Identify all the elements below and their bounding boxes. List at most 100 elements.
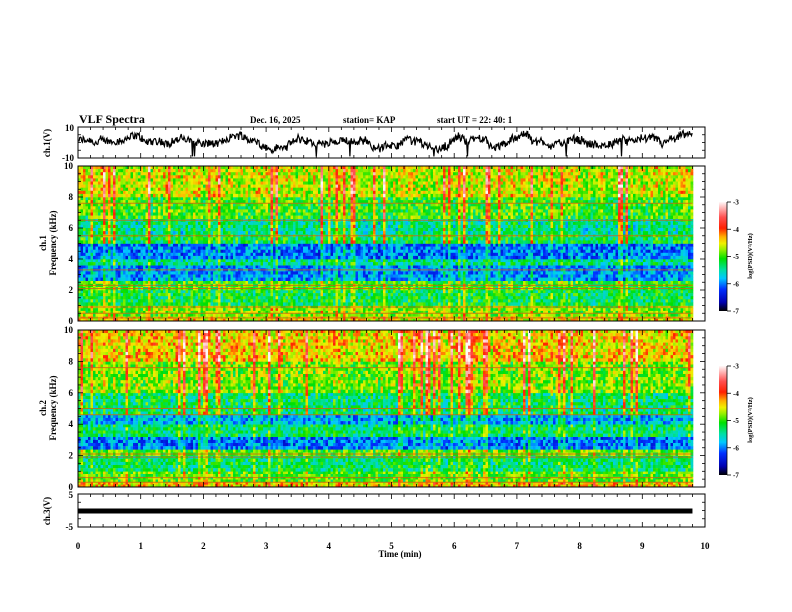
- spectrogram-cell: [366, 314, 369, 317]
- spectrogram-cell: [658, 296, 661, 299]
- spectrogram-cell: [358, 265, 361, 268]
- spectrogram-cell: [503, 278, 506, 281]
- spectrogram-cell: [181, 275, 184, 278]
- spectrogram-cell: [506, 296, 509, 299]
- spectrogram-cell: [418, 308, 421, 311]
- spectrogram-cell: [451, 299, 454, 302]
- spectrogram-cell: [246, 259, 249, 262]
- spectrogram-cell: [293, 308, 296, 311]
- spectrogram-cell: [298, 293, 301, 296]
- spectrogram-cell: [433, 299, 436, 302]
- spectrogram-cell: [271, 281, 274, 284]
- spectrogram-cell: [286, 293, 289, 296]
- spectrogram-cell: [371, 271, 374, 274]
- spectrogram-cell: [461, 271, 464, 274]
- spectrogram-cell: [371, 302, 374, 305]
- spectrogram-cell: [308, 271, 311, 274]
- spectrogram-cell: [553, 299, 556, 302]
- spectrogram-cell: [691, 290, 694, 293]
- spectrogram-cell: [528, 265, 531, 268]
- spectrogram-cell: [623, 302, 626, 305]
- spectrogram-cell: [358, 290, 361, 293]
- spectrogram-cell: [106, 275, 109, 278]
- spectrogram-cell: [198, 271, 201, 274]
- spectrogram-cell: [336, 281, 339, 284]
- spectrogram-cell: [201, 296, 204, 299]
- spectrogram-cell: [461, 265, 464, 268]
- spectrogram-cell: [411, 281, 414, 284]
- spectrogram-cell: [263, 259, 266, 262]
- spectrogram-cell: [388, 314, 391, 317]
- spectrogram-cell: [463, 302, 466, 305]
- spectrogram-cell: [426, 296, 429, 299]
- spectrogram-cell: [618, 275, 621, 278]
- spectrogram-cell: [616, 271, 619, 274]
- spectrogram-cell: [648, 275, 651, 278]
- spectrogram-cell: [456, 271, 459, 274]
- spectrogram-cell: [561, 299, 564, 302]
- spectrogram-cell: [388, 265, 391, 268]
- spectrogram-cell: [661, 281, 664, 284]
- spectrogram-cell: [163, 302, 166, 305]
- spectrogram-cell: [261, 299, 264, 302]
- spectrogram-cell: [403, 275, 406, 278]
- spectrogram-cell: [236, 259, 239, 262]
- spectrogram-cell: [408, 281, 411, 284]
- spectrogram-cell: [276, 293, 279, 296]
- spectrogram-cell: [668, 302, 671, 305]
- spectrogram-cell: [286, 259, 289, 262]
- spectrogram-cell: [106, 296, 109, 299]
- spectrogram-cell: [351, 281, 354, 284]
- spectrogram-cell: [606, 281, 609, 284]
- spectrogram-cell: [441, 314, 444, 317]
- spectrogram-cell: [346, 259, 349, 262]
- spectrogram-cell: [258, 278, 261, 281]
- spectrogram-cell: [111, 302, 114, 305]
- spectrogram-cell: [681, 278, 684, 281]
- spectrogram-cell: [498, 296, 501, 299]
- spectrogram-cell: [653, 293, 656, 296]
- spectrogram-cell: [208, 314, 211, 317]
- spectrogram-cell: [563, 293, 566, 296]
- spectrogram-cell: [231, 259, 234, 262]
- spectrogram-cell: [268, 302, 271, 305]
- spectrogram-cell: [356, 278, 359, 281]
- spectrogram-cell: [196, 271, 199, 274]
- spectrogram-cell: [196, 278, 199, 281]
- spectrogram-cell: [448, 281, 451, 284]
- spectrogram-cell: [593, 290, 596, 293]
- spectrogram-cell: [318, 278, 321, 281]
- spectrogram-cell: [306, 281, 309, 284]
- spectrogram-cell: [173, 290, 176, 293]
- spectrogram-cell: [528, 271, 531, 274]
- spectrogram-cell: [666, 314, 669, 317]
- spectrogram-cell: [128, 296, 131, 299]
- spectrogram-cell: [286, 275, 289, 278]
- spectrogram-cell: [543, 275, 546, 278]
- spectrogram-cell: [133, 265, 136, 268]
- spectrogram-cell: [628, 308, 631, 311]
- spectrogram-cell: [386, 259, 389, 262]
- spectrogram-cell: [171, 302, 174, 305]
- spectrogram-cell: [333, 271, 336, 274]
- spectrogram-cell: [603, 314, 606, 317]
- spectrogram-cell: [426, 308, 429, 311]
- spectrogram-cell: [668, 278, 671, 281]
- spectrogram-cell: [218, 275, 221, 278]
- spectrogram-cell: [513, 293, 516, 296]
- spectrogram-cell: [161, 293, 164, 296]
- spectrogram-cell: [288, 308, 291, 311]
- spectrogram-cell: [411, 299, 414, 302]
- spectrogram-cell: [591, 281, 594, 284]
- spectrogram-cell: [276, 278, 279, 281]
- spectrogram-cell: [466, 271, 469, 274]
- spectrogram-cell: [298, 299, 301, 302]
- spectrogram-cell: [96, 278, 99, 281]
- spectrogram-cell: [248, 281, 251, 284]
- spectrogram-cell: [448, 290, 451, 293]
- spectrogram-cell: [303, 271, 306, 274]
- spectrogram-cell: [503, 271, 506, 274]
- spectrogram-cell: [601, 278, 604, 281]
- spectrogram-cell: [246, 302, 249, 305]
- spectrogram-cell: [653, 308, 656, 311]
